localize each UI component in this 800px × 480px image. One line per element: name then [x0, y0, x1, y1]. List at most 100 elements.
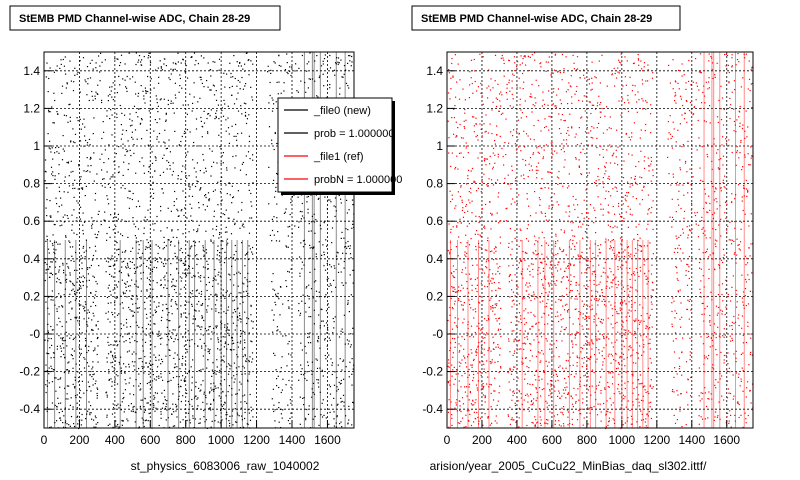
data-point	[456, 226, 458, 228]
data-point	[55, 296, 57, 299]
data-point	[166, 400, 168, 402]
data-point	[494, 140, 496, 142]
data-point	[50, 216, 52, 218]
data-point	[268, 166, 270, 168]
data-point	[62, 422, 64, 424]
data-point	[107, 424, 109, 426]
data-point	[51, 367, 53, 370]
data-point	[51, 329, 53, 331]
data-point	[487, 280, 489, 282]
data-point	[526, 393, 528, 395]
data-point	[595, 232, 597, 234]
chart-title-box: StEMB PMD Channel-wise ADC, Chain 28-29	[9, 5, 281, 31]
data-point	[583, 303, 585, 305]
data-point	[151, 261, 153, 263]
data-point	[289, 225, 291, 228]
data-point	[481, 331, 483, 333]
data-point	[510, 188, 512, 190]
data-point	[210, 294, 212, 296]
data-point	[176, 304, 178, 306]
data-point	[121, 133, 123, 135]
data-point	[299, 275, 301, 277]
data-point	[228, 273, 230, 275]
data-point	[67, 258, 69, 260]
data-point	[534, 243, 536, 245]
data-point	[523, 342, 525, 344]
data-point	[112, 289, 114, 291]
data-point	[345, 69, 347, 71]
data-point	[283, 82, 285, 84]
data-point	[159, 118, 161, 120]
data-point	[572, 406, 574, 408]
data-point	[180, 247, 182, 250]
data-point	[450, 165, 452, 167]
data-point	[516, 317, 518, 319]
data-point	[231, 202, 233, 204]
data-point	[579, 323, 581, 325]
data-point	[125, 318, 128, 321]
data-point	[336, 255, 338, 257]
data-point	[70, 397, 72, 399]
data-point	[593, 279, 595, 282]
data-point	[162, 171, 165, 173]
data-point	[227, 329, 229, 331]
data-point	[152, 374, 154, 376]
data-point	[498, 110, 500, 112]
data-point	[556, 280, 558, 282]
data-point	[230, 233, 233, 235]
data-point	[299, 423, 301, 425]
data-point	[190, 389, 193, 391]
data-point	[152, 188, 154, 190]
data-point	[154, 346, 156, 348]
data-point	[462, 137, 464, 139]
data-point	[83, 170, 85, 172]
data-point	[58, 279, 60, 281]
data-point	[169, 349, 171, 351]
data-point	[176, 354, 179, 356]
data-point	[480, 191, 482, 193]
data-point	[507, 414, 509, 416]
data-point	[93, 180, 95, 182]
data-point	[240, 105, 242, 107]
data-point	[486, 249, 488, 251]
data-point	[234, 223, 236, 226]
data-point	[536, 391, 538, 393]
data-point	[97, 337, 99, 339]
data-point	[206, 205, 208, 207]
data-point	[244, 114, 247, 116]
data-point	[242, 68, 244, 70]
data-point	[534, 97, 536, 99]
data-point	[351, 199, 354, 201]
data-point	[558, 366, 560, 368]
data-point	[479, 152, 481, 154]
data-point	[455, 136, 457, 138]
data-point	[81, 419, 83, 421]
data-point	[554, 369, 556, 371]
data-point	[327, 199, 329, 201]
data-point	[188, 231, 190, 233]
data-point	[63, 191, 65, 193]
data-point	[114, 232, 116, 234]
data-point	[142, 345, 144, 347]
data-point	[191, 303, 193, 305]
data-point	[237, 133, 239, 135]
data-point	[580, 117, 582, 119]
data-point	[513, 390, 515, 392]
data-point	[252, 154, 254, 156]
data-point	[203, 57, 205, 59]
data-point	[203, 393, 205, 395]
data-point	[472, 309, 474, 311]
data-point	[194, 64, 196, 66]
data-point	[77, 371, 79, 373]
data-point	[168, 161, 170, 163]
data-point	[128, 163, 130, 165]
data-point	[171, 332, 173, 334]
data-point	[66, 335, 68, 337]
data-point	[242, 348, 244, 350]
data-point	[60, 347, 62, 349]
data-point	[460, 420, 462, 423]
data-point	[78, 322, 80, 324]
data-point	[143, 165, 145, 167]
data-point	[202, 245, 204, 247]
data-point	[512, 419, 514, 421]
